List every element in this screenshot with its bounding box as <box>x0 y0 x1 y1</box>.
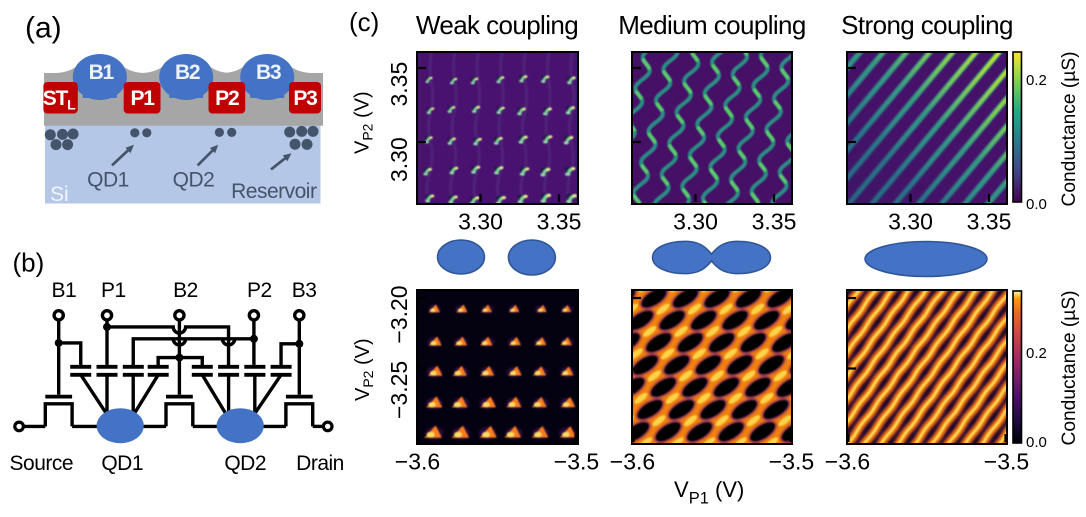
svg-text:(c): (c) <box>349 7 379 37</box>
svg-text:Drain: Drain <box>296 452 344 475</box>
svg-text:QD2: QD2 <box>173 169 215 192</box>
svg-text:B3: B3 <box>256 61 281 84</box>
svg-text:P1: P1 <box>101 279 126 302</box>
svg-text:3.35: 3.35 <box>967 209 1012 235</box>
svg-text:0.2: 0.2 <box>1026 345 1047 362</box>
svg-text:Source: Source <box>10 452 74 475</box>
svg-text:B2: B2 <box>173 279 198 302</box>
svg-text:−3.5: −3.5 <box>984 449 1029 475</box>
svg-text:B1: B1 <box>51 279 76 302</box>
svg-text:Conductance (µS): Conductance (µS) <box>1059 51 1080 206</box>
svg-text:P3: P3 <box>293 87 317 110</box>
svg-text:−3.6: −3.6 <box>610 449 655 475</box>
svg-text:P1: P1 <box>130 87 155 110</box>
svg-text:−3.20: −3.20 <box>386 285 412 343</box>
svg-text:B2: B2 <box>175 61 200 84</box>
svg-text:B3: B3 <box>292 279 317 302</box>
svg-text:0.2: 0.2 <box>1026 72 1047 89</box>
svg-text:(b): (b) <box>13 248 45 278</box>
svg-text:Strong coupling: Strong coupling <box>841 10 1013 40</box>
svg-text:−3.5: −3.5 <box>554 449 599 475</box>
svg-text:QD1: QD1 <box>87 169 129 192</box>
svg-text:3.35: 3.35 <box>386 62 412 107</box>
svg-text:3.30: 3.30 <box>888 209 933 235</box>
svg-text:QD1: QD1 <box>101 452 143 475</box>
svg-text:3.30: 3.30 <box>386 137 412 182</box>
svg-text:P2: P2 <box>247 279 272 302</box>
svg-text:B1: B1 <box>89 61 115 84</box>
svg-text:(a): (a) <box>25 12 62 45</box>
svg-text:Medium coupling: Medium coupling <box>618 10 806 40</box>
svg-text:Weak coupling: Weak coupling <box>416 10 578 40</box>
svg-text:VP2 (V): VP2 (V) <box>352 338 376 401</box>
svg-text:−3.25: −3.25 <box>386 361 412 419</box>
svg-text:−3.6: −3.6 <box>825 449 870 475</box>
svg-text:3.35: 3.35 <box>752 209 797 235</box>
svg-text:P2: P2 <box>215 87 239 110</box>
svg-text:Si: Si <box>50 183 69 206</box>
svg-text:VP2 (V): VP2 (V) <box>352 91 376 154</box>
svg-text:Conductance (µS): Conductance (µS) <box>1059 290 1080 445</box>
svg-text:0.0: 0.0 <box>1026 196 1047 213</box>
svg-text:0.0: 0.0 <box>1026 434 1047 451</box>
svg-text:3.30: 3.30 <box>673 209 718 235</box>
svg-text:3.35: 3.35 <box>537 209 582 235</box>
svg-text:Reservoir: Reservoir <box>231 180 317 203</box>
svg-text:−3.6: −3.6 <box>395 449 440 475</box>
svg-text:−3.5: −3.5 <box>769 449 814 475</box>
svg-text:QD2: QD2 <box>224 452 266 475</box>
svg-text:3.30: 3.30 <box>458 209 503 235</box>
